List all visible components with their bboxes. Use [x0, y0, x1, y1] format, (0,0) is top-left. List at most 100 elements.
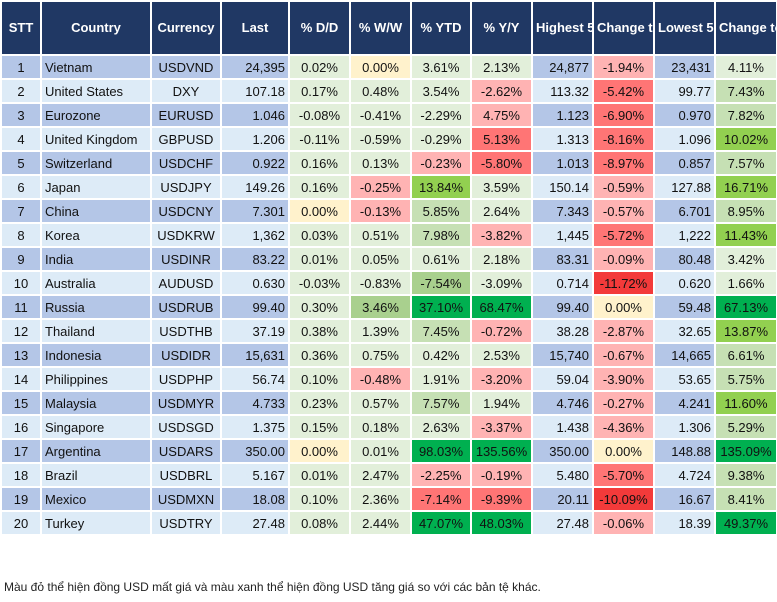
cell-yy: 5.13% — [470, 126, 533, 152]
column-header[interactable]: % D/D — [288, 0, 351, 56]
cell-ytd: 7.45% — [410, 318, 472, 344]
cell-currency: USDTRY — [150, 510, 222, 536]
cell-ytd: -7.54% — [410, 270, 472, 296]
cell-chl: 3.42% — [714, 246, 777, 272]
cell-last: 7.301 — [220, 198, 290, 224]
cell-ww: 0.51% — [349, 222, 412, 248]
cell-stt: 4 — [0, 126, 42, 152]
cell-last: 350.00 — [220, 438, 290, 464]
cell-ww: -0.59% — [349, 126, 412, 152]
cell-last: 24,395 — [220, 54, 290, 80]
column-header[interactable]: Highest 52W — [531, 0, 594, 56]
column-header[interactable]: Change to L52W — [714, 0, 777, 56]
cell-ytd: 3.54% — [410, 78, 472, 104]
cell-chl: 9.38% — [714, 462, 777, 488]
cell-yy: -3.09% — [470, 270, 533, 296]
cell-chl: 49.37% — [714, 510, 777, 536]
column-header[interactable]: Currency — [150, 0, 222, 56]
column-header[interactable]: Lowest 52W — [653, 0, 716, 56]
cell-last: 4.733 — [220, 390, 290, 416]
cell-ytd: 13.84% — [410, 174, 472, 200]
cell-low: 23,431 — [653, 54, 716, 80]
column-header[interactable]: % Y/Y — [470, 0, 533, 56]
cell-yy: 2.64% — [470, 198, 533, 224]
cell-low: 0.970 — [653, 102, 716, 128]
table-row: 19 Mexico USDMXN 18.08 0.10% 2.36% -7.14% -9.39… — [0, 486, 777, 512]
cell-dd: 0.17% — [288, 78, 351, 104]
cell-country: Japan — [40, 174, 152, 200]
cell-high: 113.32 — [531, 78, 594, 104]
cell-low: 6.701 — [653, 198, 716, 224]
cell-ww: 0.18% — [349, 414, 412, 440]
column-header[interactable]: % W/W — [349, 0, 412, 56]
cell-stt: 12 — [0, 318, 42, 344]
cell-ww: 0.05% — [349, 246, 412, 272]
cell-low: 32.65 — [653, 318, 716, 344]
column-header[interactable]: Change to H52W — [592, 0, 655, 56]
cell-last: 1.375 — [220, 414, 290, 440]
cell-dd: 0.36% — [288, 342, 351, 368]
cell-ww: -0.41% — [349, 102, 412, 128]
cell-last: 15,631 — [220, 342, 290, 368]
cell-ytd: 3.61% — [410, 54, 472, 80]
cell-stt: 9 — [0, 246, 42, 272]
column-header[interactable]: Last — [220, 0, 290, 56]
cell-dd: 0.00% — [288, 198, 351, 224]
cell-country: Philippines — [40, 366, 152, 392]
cell-chh: -10.09% — [592, 486, 655, 512]
cell-currency: USDBRL — [150, 462, 222, 488]
cell-dd: 0.38% — [288, 318, 351, 344]
cell-high: 1.013 — [531, 150, 594, 176]
cell-chh: -8.97% — [592, 150, 655, 176]
cell-ww: 0.13% — [349, 150, 412, 176]
cell-ww: 0.75% — [349, 342, 412, 368]
cell-chh: -2.87% — [592, 318, 655, 344]
cell-last: 56.74 — [220, 366, 290, 392]
cell-currency: AUDUSD — [150, 270, 222, 296]
cell-ytd: 37.10% — [410, 294, 472, 320]
cell-chl: 11.43% — [714, 222, 777, 248]
table-row: 12 Thailand USDTHB 37.19 0.38% 1.39% 7.45% -0.7… — [0, 318, 777, 344]
cell-currency: USDCNY — [150, 198, 222, 224]
cell-ww: 3.46% — [349, 294, 412, 320]
cell-dd: 0.01% — [288, 462, 351, 488]
cell-high: 5.480 — [531, 462, 594, 488]
cell-high: 15,740 — [531, 342, 594, 368]
table-row: 10 Australia AUDUSD 0.630 -0.03% -0.83% -7.54%… — [0, 270, 777, 296]
cell-last: 107.18 — [220, 78, 290, 104]
cell-yy: -9.39% — [470, 486, 533, 512]
cell-country: Malaysia — [40, 390, 152, 416]
cell-country: Turkey — [40, 510, 152, 536]
cell-stt: 16 — [0, 414, 42, 440]
cell-chl: 6.61% — [714, 342, 777, 368]
cell-high: 350.00 — [531, 438, 594, 464]
cell-chl: 8.41% — [714, 486, 777, 512]
cell-stt: 8 — [0, 222, 42, 248]
cell-low: 80.48 — [653, 246, 716, 272]
cell-stt: 11 — [0, 294, 42, 320]
cell-chh: -5.42% — [592, 78, 655, 104]
table-row: 7 China USDCNY 7.301 0.00% -0.13% 5.85% 2.64% 7.… — [0, 198, 777, 224]
cell-stt: 20 — [0, 510, 42, 536]
cell-country: Thailand — [40, 318, 152, 344]
cell-dd: 0.01% — [288, 246, 351, 272]
cell-ww: 0.48% — [349, 78, 412, 104]
cell-chl: 16.71% — [714, 174, 777, 200]
cell-stt: 2 — [0, 78, 42, 104]
cell-yy: 2.53% — [470, 342, 533, 368]
table-row: 14 Philippines USDPHP 56.74 0.10% -0.48% 1.91%… — [0, 366, 777, 392]
cell-chl: 13.87% — [714, 318, 777, 344]
cell-currency: EURUSD — [150, 102, 222, 128]
column-header[interactable]: % YTD — [410, 0, 472, 56]
table-row: 9 India USDINR 83.22 0.01% 0.05% 0.61% 2.18% 83.… — [0, 246, 777, 272]
cell-country: Russia — [40, 294, 152, 320]
cell-country: Korea — [40, 222, 152, 248]
cell-low: 1.306 — [653, 414, 716, 440]
cell-yy: 4.75% — [470, 102, 533, 128]
cell-chl: 4.11% — [714, 54, 777, 80]
cell-currency: USDJPY — [150, 174, 222, 200]
table-row: 4 United Kingdom GBPUSD 1.206 -0.11% -0.59% -0… — [0, 126, 777, 152]
column-header[interactable]: Country — [40, 0, 152, 56]
table-row: 8 Korea USDKRW 1,362 0.03% 0.51% 7.98% -3.82% 1,… — [0, 222, 777, 248]
column-header[interactable]: STT — [0, 0, 42, 56]
